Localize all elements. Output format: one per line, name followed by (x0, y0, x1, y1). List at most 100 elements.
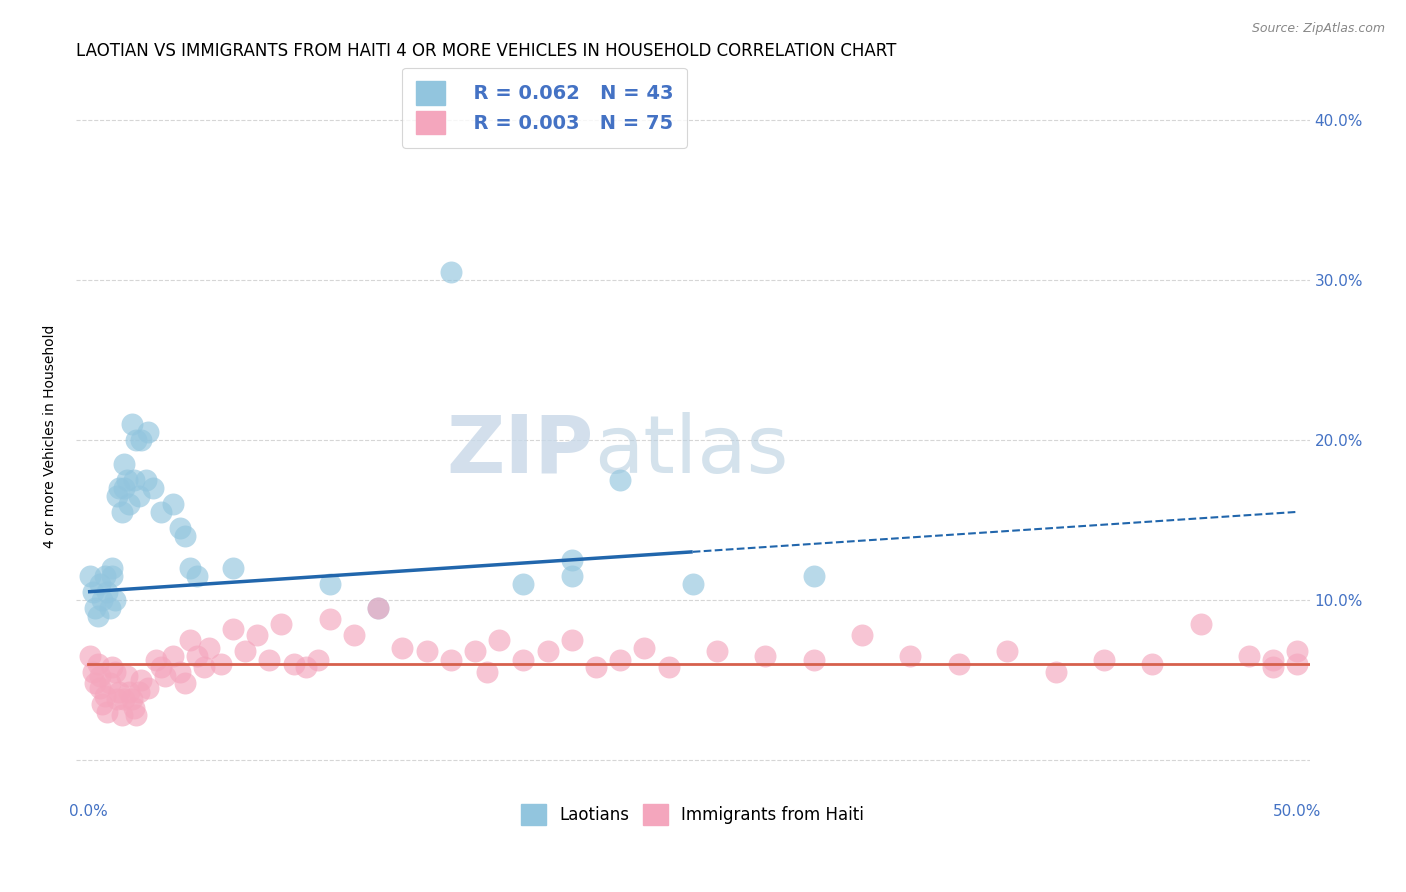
Point (108, 685, 131, 699)
Point (270, 616, 292, 631)
Point (155, 669, 177, 683)
Point (754, 648, 776, 663)
Point (440, 653, 463, 667)
Point (294, 660, 316, 674)
Text: ZIP: ZIP (447, 411, 593, 490)
Point (1263, 660, 1285, 674)
Text: atlas: atlas (593, 411, 789, 490)
Point (488, 632, 510, 647)
Point (657, 660, 679, 674)
Point (84, 676, 107, 690)
Point (948, 657, 970, 671)
Point (135, 473, 157, 487)
Point (82, 584, 104, 599)
Point (86, 608, 108, 623)
Point (103, 592, 125, 607)
Point (162, 648, 184, 663)
Point (706, 644, 728, 658)
Point (900, 648, 922, 663)
Point (145, 653, 167, 667)
Point (105, 489, 128, 503)
Point (186, 569, 208, 583)
Point (512, 576, 534, 591)
Point (142, 481, 165, 495)
Text: LAOTIAN VS IMMIGRANTS FROM HAITI 4 OR MORE VEHICLES IN HOUSEHOLD CORRELATION CHA: LAOTIAN VS IMMIGRANTS FROM HAITI 4 OR MO… (76, 42, 896, 60)
Point (138, 681, 160, 695)
Point (319, 612, 342, 626)
Point (121, 691, 143, 706)
Point (1263, 653, 1285, 667)
Point (995, 644, 1018, 658)
Point (91, 697, 114, 711)
Point (367, 600, 389, 615)
Point (94, 569, 117, 583)
Point (121, 417, 143, 431)
Point (283, 657, 305, 671)
Point (112, 481, 135, 495)
Point (464, 644, 486, 658)
Point (561, 632, 583, 647)
Text: Source: ZipAtlas.com: Source: ZipAtlas.com (1251, 22, 1385, 36)
Point (111, 505, 134, 519)
Point (96, 705, 118, 719)
Point (122, 473, 145, 487)
Point (173, 676, 195, 690)
Point (179, 561, 201, 575)
Point (319, 576, 342, 591)
Point (851, 628, 873, 642)
Point (122, 701, 145, 715)
Point (222, 561, 245, 575)
Point (173, 529, 195, 543)
Point (209, 657, 232, 671)
Point (222, 622, 245, 636)
Point (246, 628, 269, 642)
Point (149, 660, 172, 674)
Point (1092, 653, 1115, 667)
Point (128, 685, 150, 699)
Point (105, 691, 128, 706)
Point (1286, 644, 1309, 658)
Point (1045, 665, 1067, 679)
Point (307, 653, 329, 667)
Point (84, 600, 107, 615)
Point (111, 707, 134, 722)
Point (1189, 616, 1212, 631)
Point (129, 433, 152, 447)
Point (633, 640, 655, 655)
Point (1237, 648, 1260, 663)
Point (118, 685, 141, 699)
Point (415, 644, 437, 658)
Point (367, 600, 389, 615)
Point (233, 644, 256, 658)
Point (86, 657, 108, 671)
Point (94, 689, 117, 703)
Point (82, 665, 104, 679)
Point (198, 640, 221, 655)
Point (101, 660, 124, 674)
Point (112, 457, 135, 471)
Point (193, 660, 215, 674)
Point (343, 628, 366, 642)
Point (115, 473, 138, 487)
Point (1142, 657, 1164, 671)
Point (128, 489, 150, 503)
Point (125, 707, 148, 722)
Point (162, 497, 184, 511)
Point (561, 569, 583, 583)
Point (179, 632, 201, 647)
Point (682, 576, 704, 591)
Point (803, 569, 825, 583)
Point (585, 660, 607, 674)
Point (186, 648, 208, 663)
Point (98, 676, 121, 690)
Point (98, 600, 121, 615)
Point (103, 665, 125, 679)
Point (138, 425, 160, 439)
Point (803, 653, 825, 667)
Point (149, 505, 172, 519)
Point (108, 481, 131, 495)
Point (391, 640, 413, 655)
Point (440, 265, 463, 279)
Point (1286, 657, 1309, 671)
Point (609, 653, 631, 667)
